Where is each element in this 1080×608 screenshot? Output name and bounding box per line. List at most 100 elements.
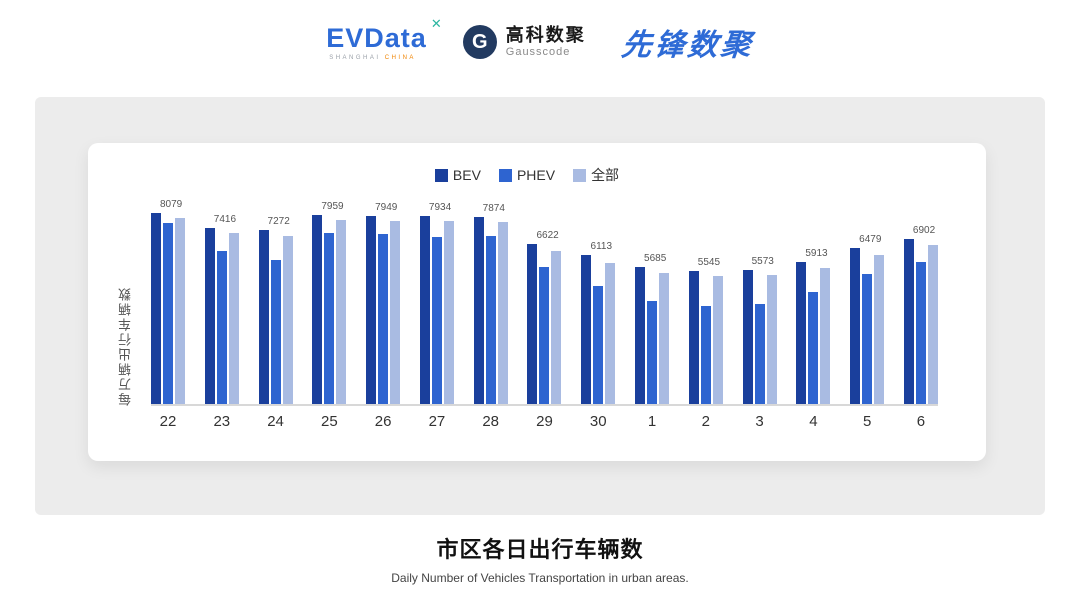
gausscode-logo: G 高科数聚 Gausscode xyxy=(462,25,586,59)
gausscode-circle-icon: G xyxy=(462,25,497,59)
bar-value-label: 6479 xyxy=(859,234,882,246)
bar-all[interactable] xyxy=(228,232,239,404)
bar-all[interactable] xyxy=(390,220,401,404)
x-tick: 23 xyxy=(213,413,231,430)
bar-bev[interactable] xyxy=(473,217,484,404)
legend-item-phev[interactable]: PHEV xyxy=(498,167,556,183)
bar-phev[interactable] xyxy=(163,222,173,404)
evdata-logo-text: EVData xyxy=(326,23,427,53)
bar-phev[interactable] xyxy=(754,303,765,404)
bar-group: 7949 xyxy=(366,201,401,404)
bar-all[interactable] xyxy=(605,262,616,404)
x-tick: 26 xyxy=(374,413,392,430)
bar-bev[interactable] xyxy=(742,270,753,404)
legend-item-bev[interactable]: BEV xyxy=(434,167,481,183)
bar-all[interactable] xyxy=(712,276,723,404)
bar-bev[interactable] xyxy=(635,266,646,404)
x-tick: 28 xyxy=(482,413,500,430)
bar-all[interactable] xyxy=(766,275,777,404)
bar-value-label: 5545 xyxy=(697,257,721,269)
bar-all[interactable] xyxy=(336,220,347,404)
bar-phev[interactable] xyxy=(862,273,873,404)
bar-group: 7959 xyxy=(312,200,347,404)
bar-all[interactable] xyxy=(497,222,508,404)
bar-all[interactable] xyxy=(659,272,670,404)
x-tick: 27 xyxy=(428,413,446,430)
bar-bev[interactable] xyxy=(527,243,538,404)
chart-area: 每万辆出行车辆数 8079 7416 7272 7959 7949 7934 7874 662… xyxy=(116,199,938,430)
chart-subtitle: Daily Number of Vehicles Transportation … xyxy=(391,571,689,585)
bars-area: 8079 7416 7272 7959 7949 7934 7874 6622 6113 5685… xyxy=(151,199,938,406)
evdata-subtext-china: CHINA xyxy=(384,55,416,61)
x-tick: 5 xyxy=(862,413,872,430)
bar-value-label: 5573 xyxy=(751,256,774,268)
bar-group: 6113 xyxy=(581,201,616,404)
bar-group: 8079 xyxy=(151,199,185,404)
legend-swatch-bev xyxy=(434,168,448,182)
evdata-subtext-shanghai: SHANGHAI xyxy=(329,55,381,61)
bar-bev[interactable] xyxy=(151,212,161,404)
bar-phev[interactable] xyxy=(700,305,711,404)
bar-all[interactable] xyxy=(874,254,885,404)
bar-all[interactable] xyxy=(551,251,562,404)
bar-phev[interactable] xyxy=(915,262,926,404)
bar-value-label: 6113 xyxy=(590,241,613,253)
x-tick: 2 xyxy=(701,413,710,430)
bar-value-label: 7934 xyxy=(428,202,452,213)
bar-all[interactable] xyxy=(820,267,831,404)
bar-bev[interactable] xyxy=(419,216,430,404)
evdata-logo: EVData ✕ SHANGHAI CHINA xyxy=(326,16,442,61)
bar-phev[interactable] xyxy=(593,286,604,404)
bar-bev[interactable] xyxy=(796,262,807,404)
bar-bev[interactable] xyxy=(366,216,377,404)
x-axis-ticks: 22 23 24 25 26 27 28 29 30 1 2 3 4 5 6 xyxy=(151,413,938,430)
bar-group: 7934 xyxy=(419,201,454,404)
bar-value-label: 7949 xyxy=(375,202,398,213)
bar-bev[interactable] xyxy=(850,248,861,404)
bar-all[interactable] xyxy=(443,220,454,404)
bar-group: 7874 xyxy=(473,201,508,404)
x-tick: 30 xyxy=(589,413,607,430)
logo-bar: EVData ✕ SHANGHAI CHINA G 高科数聚 Gausscode… xyxy=(0,0,1080,62)
x-tick: 1 xyxy=(647,413,657,430)
bar-phev[interactable] xyxy=(539,266,550,404)
bar-phev[interactable] xyxy=(270,259,281,404)
bar-phev[interactable] xyxy=(431,236,442,404)
bar-value-label: 6622 xyxy=(536,229,559,241)
bar-all[interactable] xyxy=(175,217,185,404)
bar-bev[interactable] xyxy=(312,214,323,404)
bar-value-label: 5913 xyxy=(805,248,828,260)
bar-all[interactable] xyxy=(927,244,938,404)
evdata-star-icon: ✕ xyxy=(430,16,442,31)
chart-card: BEV PHEV 全部 每万辆出行车辆数 8079 7416 7272 7959 7949 7… xyxy=(88,143,986,461)
x-tick: 3 xyxy=(755,413,764,430)
bar-phev[interactable] xyxy=(647,301,658,404)
x-tick: 4 xyxy=(809,413,818,430)
bar-group: 6902 xyxy=(903,201,938,404)
bar-bev[interactable] xyxy=(581,255,592,404)
bar-all[interactable] xyxy=(282,236,293,404)
x-tick: 29 xyxy=(536,413,553,430)
legend-label-phev: PHEV xyxy=(516,167,556,183)
bar-phev[interactable] xyxy=(378,234,389,404)
x-tick: 22 xyxy=(159,413,177,430)
x-tick: 25 xyxy=(321,413,338,430)
bar-group: 5685 xyxy=(635,201,670,404)
legend-label-bev: BEV xyxy=(452,167,481,183)
bar-phev[interactable] xyxy=(485,235,496,404)
y-axis-label: 每万辆出行车辆数 xyxy=(118,286,133,406)
bar-group: 7272 xyxy=(258,201,293,404)
bar-value-label: 7272 xyxy=(267,215,290,227)
bar-phev[interactable] xyxy=(324,233,335,404)
bar-bev[interactable] xyxy=(258,229,269,404)
bar-bev[interactable] xyxy=(903,239,914,404)
footer: 市区各日出行车辆数 Daily Number of Vehicles Trans… xyxy=(0,532,1080,585)
legend-item-all[interactable]: 全部 xyxy=(573,165,619,185)
legend-swatch-all xyxy=(573,168,587,182)
bar-bev[interactable] xyxy=(688,271,699,404)
chart-panel: BEV PHEV 全部 每万辆出行车辆数 8079 7416 7272 7959 7949 7… xyxy=(35,97,1045,515)
bar-phev[interactable] xyxy=(216,250,227,404)
bar-value-label: 7959 xyxy=(321,200,344,212)
bar-bev[interactable] xyxy=(204,227,215,404)
bar-phev[interactable] xyxy=(808,292,819,404)
